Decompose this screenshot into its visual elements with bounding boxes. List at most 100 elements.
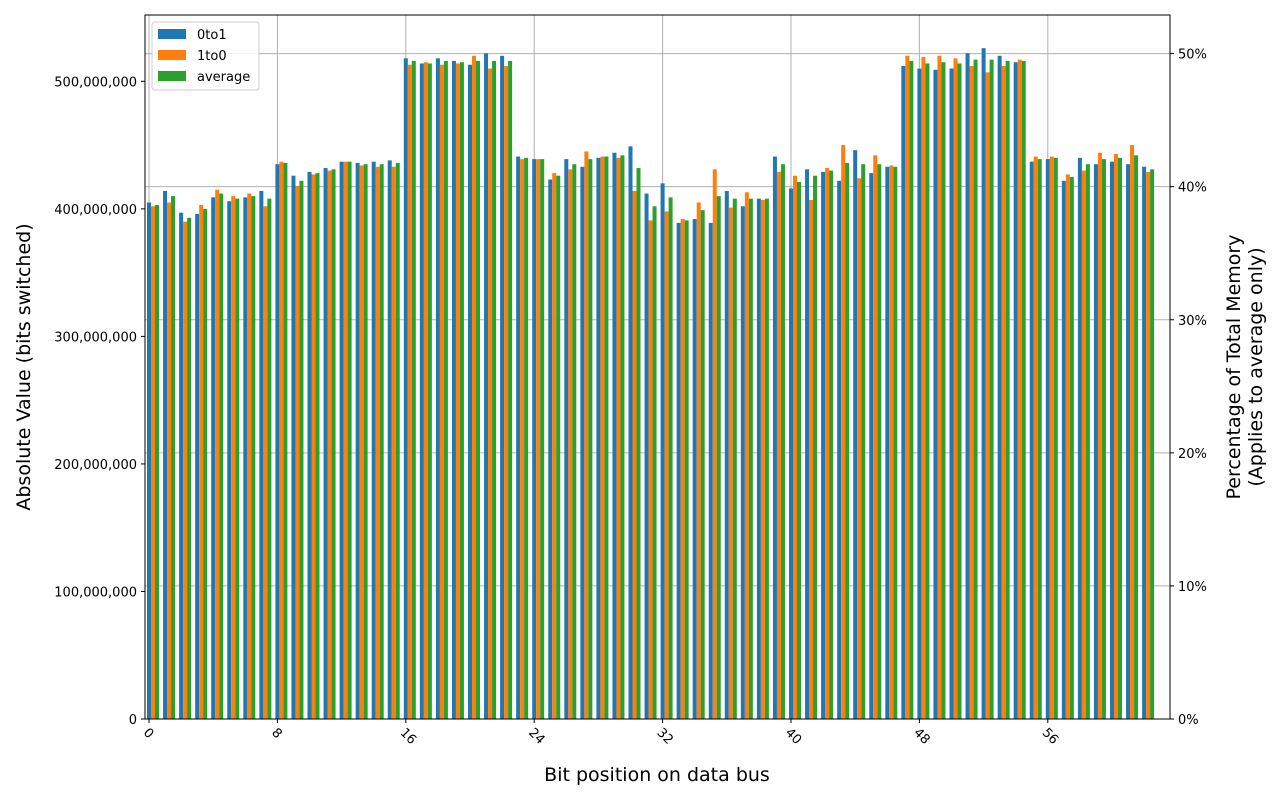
bar-average-bit-41 <box>813 175 818 719</box>
bar-0to1-bit-27 <box>580 166 585 719</box>
bars <box>147 48 1155 720</box>
bar-1to0-bit-52 <box>985 72 990 719</box>
bar-average-bit-46 <box>893 166 898 719</box>
bar-average-bit-26 <box>572 164 577 720</box>
bar-1to0-bit-22 <box>504 66 509 719</box>
bar-1to0-bit-36 <box>728 207 733 719</box>
bar-1to0-bit-14 <box>375 166 380 719</box>
bar-1to0-bit-54 <box>1017 59 1022 719</box>
bar-average-bit-32 <box>668 197 673 719</box>
bar-0to1-bit-55 <box>1029 161 1034 720</box>
y-axis-right: 0% 10% 20% 30% 40% 50% <box>1170 48 1207 728</box>
bar-1to0-bit-31 <box>648 220 653 719</box>
bar-0to1-bit-8 <box>275 164 280 720</box>
bar-average-bit-45 <box>877 164 882 720</box>
bar-1to0-bit-0 <box>151 206 155 720</box>
y-tick-label: 100,000,000 <box>54 585 137 600</box>
bar-1to0-bit-59 <box>1097 152 1102 720</box>
bar-average-bit-7 <box>267 198 272 719</box>
bar-0to1-bit-23 <box>516 156 521 719</box>
bar-average-bit-3 <box>203 208 208 720</box>
bar-average-bit-50 <box>957 63 962 719</box>
bar-1to0-bit-26 <box>568 169 573 719</box>
x-tick-label: 24 <box>525 725 547 747</box>
bar-0to1-bit-16 <box>403 58 408 720</box>
bar-0to1-bit-14 <box>371 161 376 720</box>
bar-average-bit-51 <box>973 59 978 719</box>
x-tick-label: 56 <box>1039 725 1061 747</box>
bar-average-bit-5 <box>235 198 240 719</box>
y-right-tick-label: 0% <box>1178 713 1199 728</box>
bar-average-bit-35 <box>716 196 721 720</box>
bar-average-bit-40 <box>797 182 801 719</box>
bar-average-bit-53 <box>1005 60 1010 720</box>
plot-frame <box>144 14 1171 720</box>
legend: 0to1 1to0 average <box>151 21 260 91</box>
bar-1to0-bit-60 <box>1114 154 1118 719</box>
bar-average-bit-42 <box>829 170 834 720</box>
bar-0to1-bit-48 <box>917 68 922 719</box>
bar-average-bit-31 <box>652 206 657 720</box>
bar-1to0-bit-57 <box>1065 174 1070 720</box>
bar-average-bit-59 <box>1101 159 1106 719</box>
bar-0to1-bit-3 <box>195 213 200 719</box>
bar-0to1-bit-19 <box>451 60 456 720</box>
bar-1to0-bit-28 <box>600 156 605 719</box>
bar-average-bit-43 <box>845 162 850 719</box>
bar-0to1-bit-42 <box>821 171 826 719</box>
bar-average-bit-44 <box>861 164 866 720</box>
y-right-tick-label: 20% <box>1178 447 1207 462</box>
bar-0to1-bit-13 <box>355 162 360 719</box>
bar-0to1-bit-44 <box>853 150 858 719</box>
bar-0to1-bit-38 <box>756 198 761 719</box>
bar-1to0-bit-15 <box>391 166 396 719</box>
bar-1to0-bit-56 <box>1049 156 1054 719</box>
bar-0to1-bit-34 <box>692 219 697 719</box>
bar-1to0-bit-30 <box>632 191 637 719</box>
x-tick-label: 32 <box>654 725 676 747</box>
bar-1to0-bit-21 <box>488 68 493 719</box>
bar-1to0-bit-1 <box>167 202 172 720</box>
bar-1to0-bit-62 <box>1146 171 1151 719</box>
bar-0to1-bit-58 <box>1077 157 1082 720</box>
bar-1to0-bit-35 <box>712 169 717 719</box>
bar-1to0-bit-23 <box>520 159 525 719</box>
bar-1to0-bit-33 <box>680 219 685 719</box>
bar-0to1-bit-53 <box>997 55 1002 720</box>
bar-0to1-bit-26 <box>564 159 569 719</box>
bar-0to1-bit-7 <box>259 191 264 719</box>
x-axis-title: Bit position on data bus <box>544 764 770 786</box>
bar-0to1-bit-31 <box>644 193 649 720</box>
bar-0to1-bit-47 <box>901 66 906 719</box>
bar-average-bit-19 <box>459 62 464 719</box>
bar-average-bit-29 <box>620 155 625 720</box>
bar-1to0-bit-16 <box>407 64 412 720</box>
bar-average-bit-34 <box>700 210 705 719</box>
bar-1to0-bit-40 <box>793 175 797 719</box>
bar-average-bit-6 <box>251 196 256 720</box>
bar-0to1-bit-28 <box>596 157 601 720</box>
y-right-tick-label: 50% <box>1178 48 1207 63</box>
bar-average-bit-4 <box>219 193 224 720</box>
bar-average-bit-38 <box>764 198 769 719</box>
bar-average-bit-18 <box>443 60 448 720</box>
bar-1to0-bit-55 <box>1033 156 1038 719</box>
bar-1to0-bit-3 <box>199 205 204 719</box>
bar-0to1-bit-61 <box>1126 164 1131 720</box>
y-right-tick-label: 30% <box>1178 314 1207 329</box>
legend-label-average: average <box>197 70 250 85</box>
y-tick-label: 400,000,000 <box>54 203 137 218</box>
x-tick-label: 40 <box>782 725 804 747</box>
bar-0to1-bit-56 <box>1045 159 1050 719</box>
bar-1to0-bit-9 <box>295 185 300 719</box>
bar-average-bit-14 <box>379 164 384 720</box>
bar-average-bit-8 <box>283 162 288 719</box>
bar-1to0-bit-29 <box>616 157 621 720</box>
bar-average-bit-9 <box>299 180 304 720</box>
bar-average-bit-16 <box>411 60 416 720</box>
bar-1to0-bit-44 <box>857 178 862 719</box>
bar-0to1-bit-43 <box>837 180 842 720</box>
bar-1to0-bit-4 <box>215 189 220 720</box>
bar-0to1-bit-12 <box>339 161 344 720</box>
